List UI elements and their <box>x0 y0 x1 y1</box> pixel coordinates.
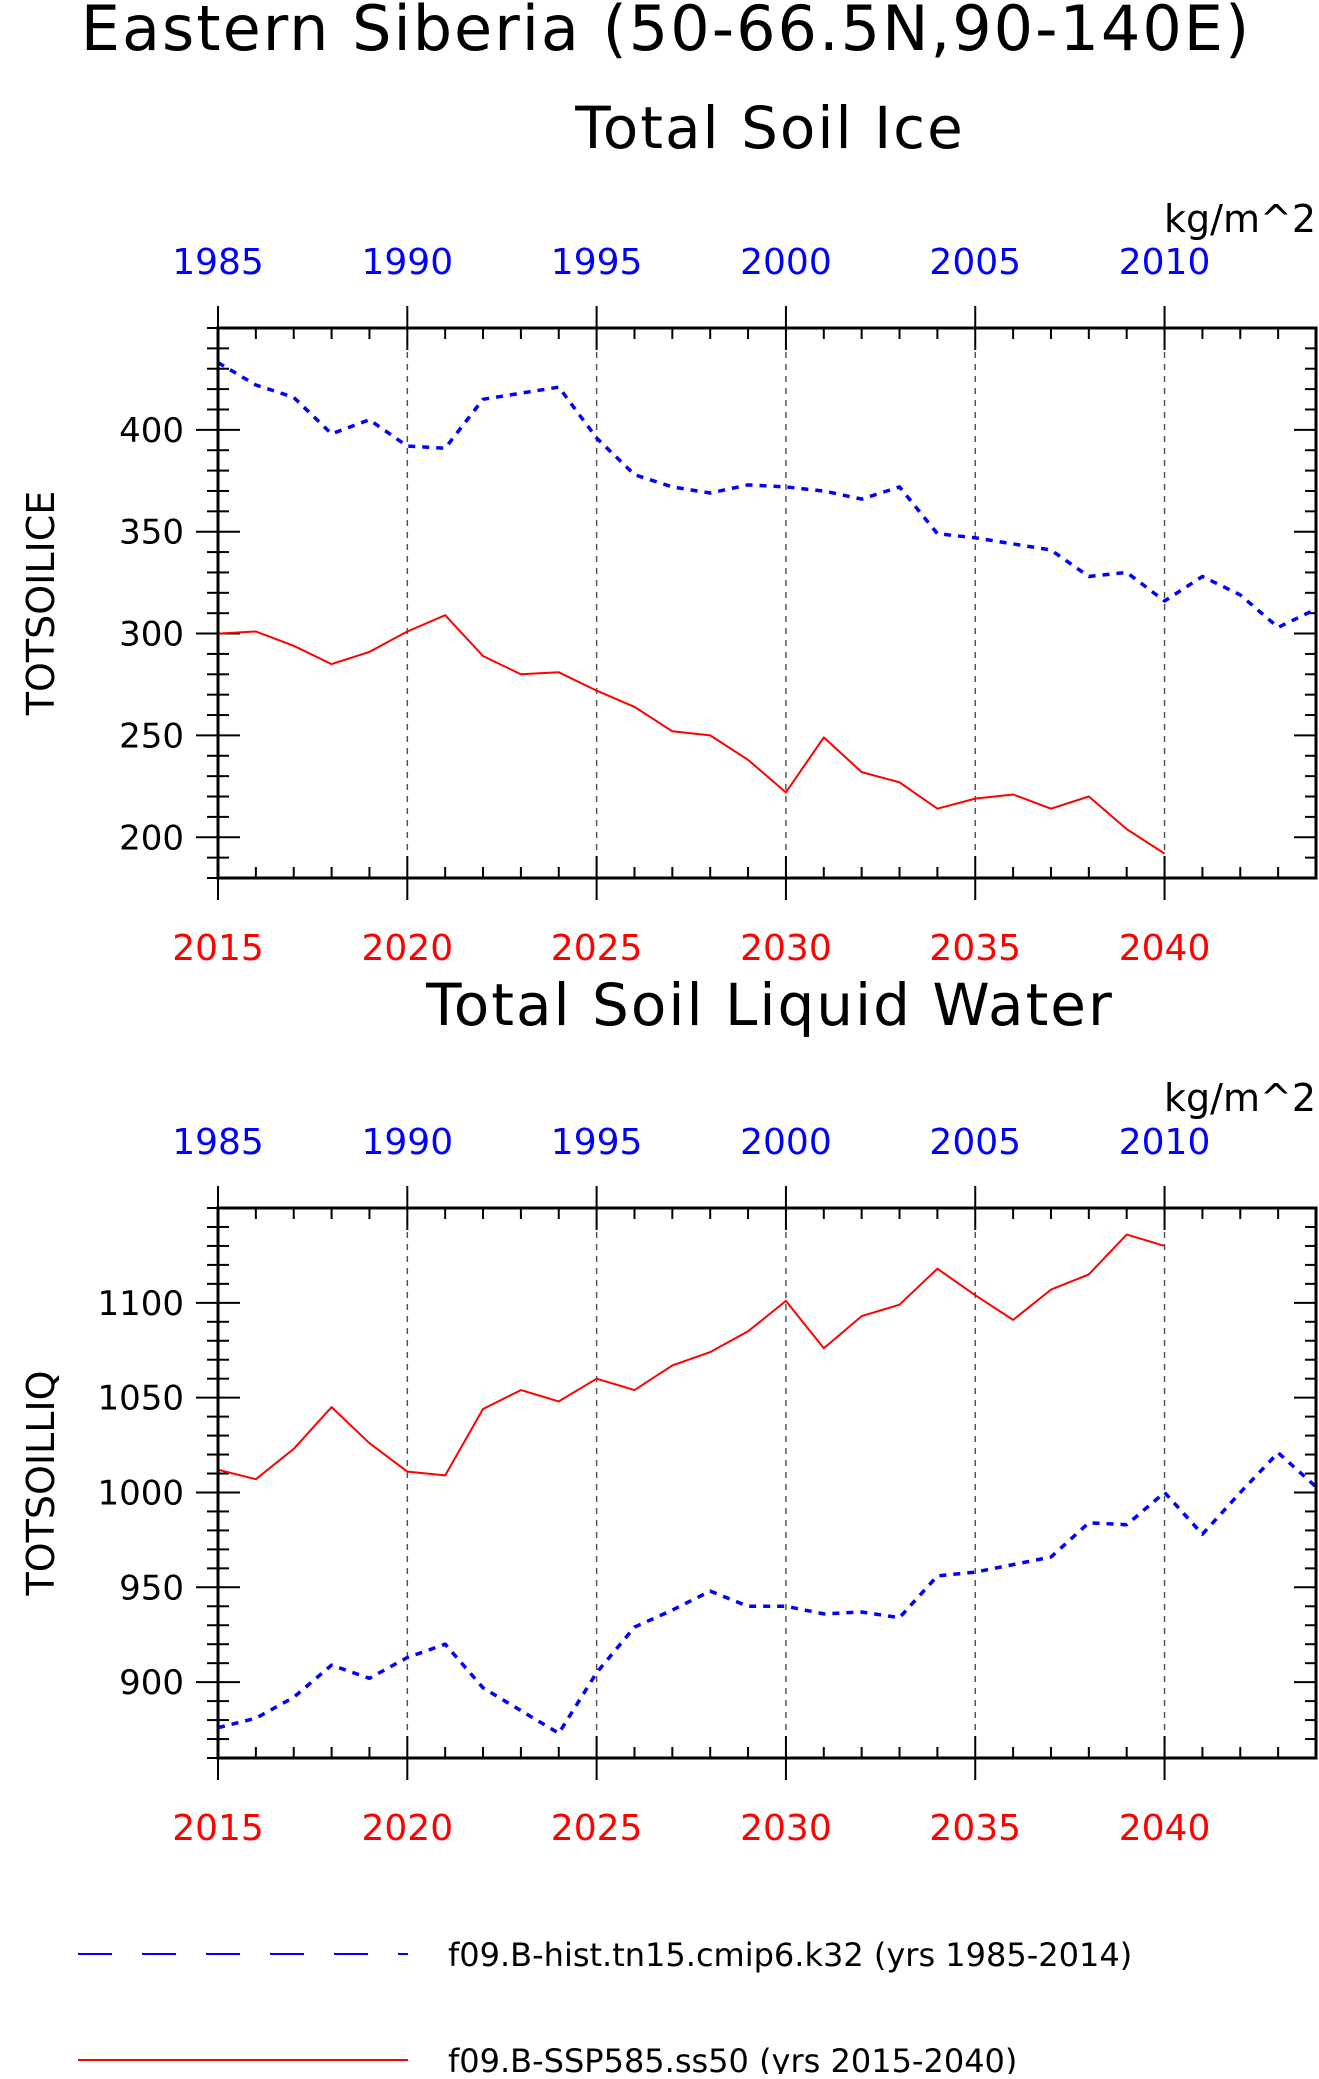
y-tick-label: 200 <box>119 818 184 858</box>
units-label: kg/m^2 <box>1164 197 1316 241</box>
legend-label-ssp: f09.B-SSP585.ss50 (yrs 2015-2040) <box>448 2042 1017 2074</box>
x-tick-label-bottom: 2040 <box>1119 1808 1211 1849</box>
x-tick-label-bottom: 2025 <box>551 928 643 969</box>
x-tick-label-top: 1985 <box>172 1122 264 1163</box>
x-tick-label-bottom: 2025 <box>551 1808 643 1849</box>
y-tick-label: 300 <box>119 615 184 655</box>
y-tick-label: 1050 <box>97 1379 184 1419</box>
x-tick-label-bottom: 2040 <box>1119 928 1211 969</box>
x-tick-label-top: 1995 <box>551 242 643 283</box>
x-tick-label-bottom: 2020 <box>361 928 453 969</box>
soil-liquid-panel: Total Soil Liquid Water kg/m^2 TOTSOILLIQ 2… <box>19 971 1318 1849</box>
x-tick-label-top: 1990 <box>361 242 453 283</box>
y-tick-label: 1000 <box>97 1473 184 1513</box>
y-axis-label: TOTSOILLIQ <box>19 1370 63 1596</box>
x-tick-label-top: 2000 <box>740 242 832 283</box>
legend: f09.B-hist.tn15.cmip6.k32 (yrs 1985-2014… <box>78 1936 1132 2079</box>
y-tick-label: 900 <box>119 1663 184 1703</box>
x-tick-label-bottom: 2035 <box>929 928 1021 969</box>
series-line-hist <box>218 1450 1316 1736</box>
y-tick-label: 950 <box>119 1568 184 1608</box>
x-tick-label-top: 2010 <box>1119 242 1211 283</box>
x-tick-label-top: 2010 <box>1119 1122 1211 1163</box>
y-tick-label: 1100 <box>97 1284 184 1324</box>
y-tick-label: 400 <box>119 411 184 451</box>
x-tick-label-bottom: 2030 <box>740 928 832 969</box>
x-tick-label-bottom: 2035 <box>929 1808 1021 1849</box>
series-line-hist <box>218 361 1316 630</box>
soil-ice-panel: Total Soil Ice kg/m^2 TOTSOILICE 2015 2020 20… <box>19 94 1318 969</box>
y-tick-label: 250 <box>119 716 184 756</box>
units-label: kg/m^2 <box>1164 1076 1316 1120</box>
x-tick-label-bottom: 2020 <box>361 1808 453 1849</box>
y-axis-label: TOTSOILICE <box>19 491 63 717</box>
x-tick-label-top: 1990 <box>361 1122 453 1163</box>
x-tick-label-bottom: 2030 <box>740 1808 832 1849</box>
panel-title: Total Soil Liquid Water <box>425 971 1114 1039</box>
series-line-ssp <box>218 614 1166 855</box>
y-tick-label: 350 <box>119 513 184 553</box>
x-tick-label-top: 2005 <box>929 242 1021 283</box>
x-tick-label-top: 2005 <box>929 1122 1021 1163</box>
figure-title: Eastern Siberia (50-66.5N,90-140E) <box>81 0 1251 65</box>
plot-frame <box>216 326 1318 880</box>
x-tick-label-top: 2000 <box>740 1122 832 1163</box>
x-tick-label-top: 1995 <box>551 1122 643 1163</box>
panel-title: Total Soil Ice <box>574 94 965 162</box>
plot-frame <box>216 1206 1318 1760</box>
x-tick-label-top: 1985 <box>172 242 264 283</box>
x-tick-label-bottom: 2015 <box>172 1808 264 1849</box>
legend-label-hist: f09.B-hist.tn15.cmip6.k32 (yrs 1985-2014… <box>448 1936 1132 1974</box>
x-tick-label-bottom: 2015 <box>172 928 264 969</box>
series-line-ssp <box>218 1233 1165 1481</box>
